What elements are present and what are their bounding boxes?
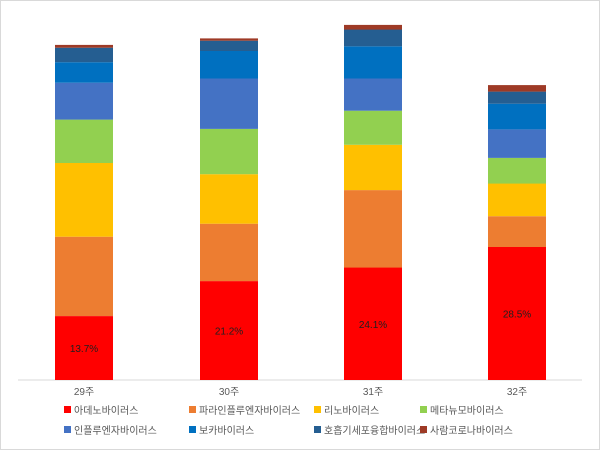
bar-segment-30주-8	[200, 38, 258, 41]
legend-swatch	[420, 406, 427, 413]
bar-segment-30주-1	[200, 281, 258, 380]
bar-segment-32주-3	[488, 183, 546, 217]
data-label: 24.1%	[359, 320, 387, 331]
bar-segment-30주-3	[200, 174, 258, 224]
legend: 아데노바이러스 파라인플루엔자바이러스 리노바이러스 메타뉴모바이러스인플루엔자바이러…	[64, 405, 513, 437]
bar-segment-32주-8	[488, 85, 546, 92]
x-tick-label: 30주	[219, 387, 239, 398]
x-tick-labels: 29주 30주 31주 32주	[74, 387, 527, 398]
legend-swatch	[420, 426, 427, 433]
bar-segment-31주-5	[344, 78, 402, 111]
bar-segment-32주-7	[488, 91, 546, 104]
bar-segment-32주-4	[488, 157, 546, 184]
data-label: 21.2%	[215, 327, 243, 338]
data-label: 28.5%	[503, 310, 531, 321]
legend-label: 아데노바이러스	[74, 405, 138, 417]
legend-label: 메타뉴모바이러스	[430, 405, 504, 417]
bar-segment-30주-2	[200, 223, 258, 282]
legend-swatch	[314, 426, 321, 433]
bar-segment-29주-8	[55, 44, 113, 48]
bar-segment-30주-7	[200, 40, 258, 51]
bar-segment-30주-6	[200, 51, 258, 79]
bar-segment-31주-8	[344, 24, 402, 30]
legend-label: 보카바이러스	[199, 425, 254, 437]
bar-segment-32주-6	[488, 103, 546, 130]
bar-segment-32주-1	[488, 247, 546, 380]
legend-label: 사람코로나바이러스	[430, 424, 513, 437]
bar-segment-30주-5	[200, 78, 258, 129]
legend-label: 파라인플루엔자바이러스	[199, 405, 300, 417]
legend-label: 인플루엔자바이러스	[74, 425, 157, 437]
x-tick-label: 29주	[74, 387, 94, 398]
bar-segment-31주-3	[344, 144, 402, 191]
legend-swatch	[64, 406, 71, 413]
legend-swatch	[64, 426, 71, 433]
bar-segment-31주-2	[344, 190, 402, 268]
legend-swatch	[189, 426, 196, 433]
bar-segment-29주-3	[55, 163, 113, 237]
bar-segment-32주-5	[488, 129, 546, 158]
x-tick-label: 31주	[363, 387, 383, 398]
data-labels: 13.7% 21.2% 24.1% 28.5%	[70, 310, 531, 356]
bar-segment-32주-2	[488, 216, 546, 247]
data-label: 13.7%	[70, 344, 98, 355]
bar-segment-31주-7	[344, 29, 402, 47]
legend-swatch	[314, 406, 321, 413]
bar-segment-29주-6	[55, 62, 113, 83]
x-tick-label: 32주	[507, 387, 527, 398]
bar-segment-31주-1	[344, 267, 402, 380]
bar-segment-29주-7	[55, 47, 113, 63]
bars-group	[55, 24, 546, 380]
bar-segment-29주-2	[55, 236, 113, 316]
legend-label: 리노바이러스	[324, 405, 379, 417]
legend-swatch	[189, 406, 196, 413]
bar-segment-29주-1	[55, 316, 113, 380]
bar-segment-29주-4	[55, 119, 113, 163]
bar-segment-29주-5	[55, 82, 113, 120]
legend-label: 호흡기세포융합바이러스	[324, 424, 425, 437]
bar-segment-31주-4	[344, 110, 402, 145]
bar-segment-30주-4	[200, 128, 258, 175]
bar-segment-31주-6	[344, 46, 402, 79]
